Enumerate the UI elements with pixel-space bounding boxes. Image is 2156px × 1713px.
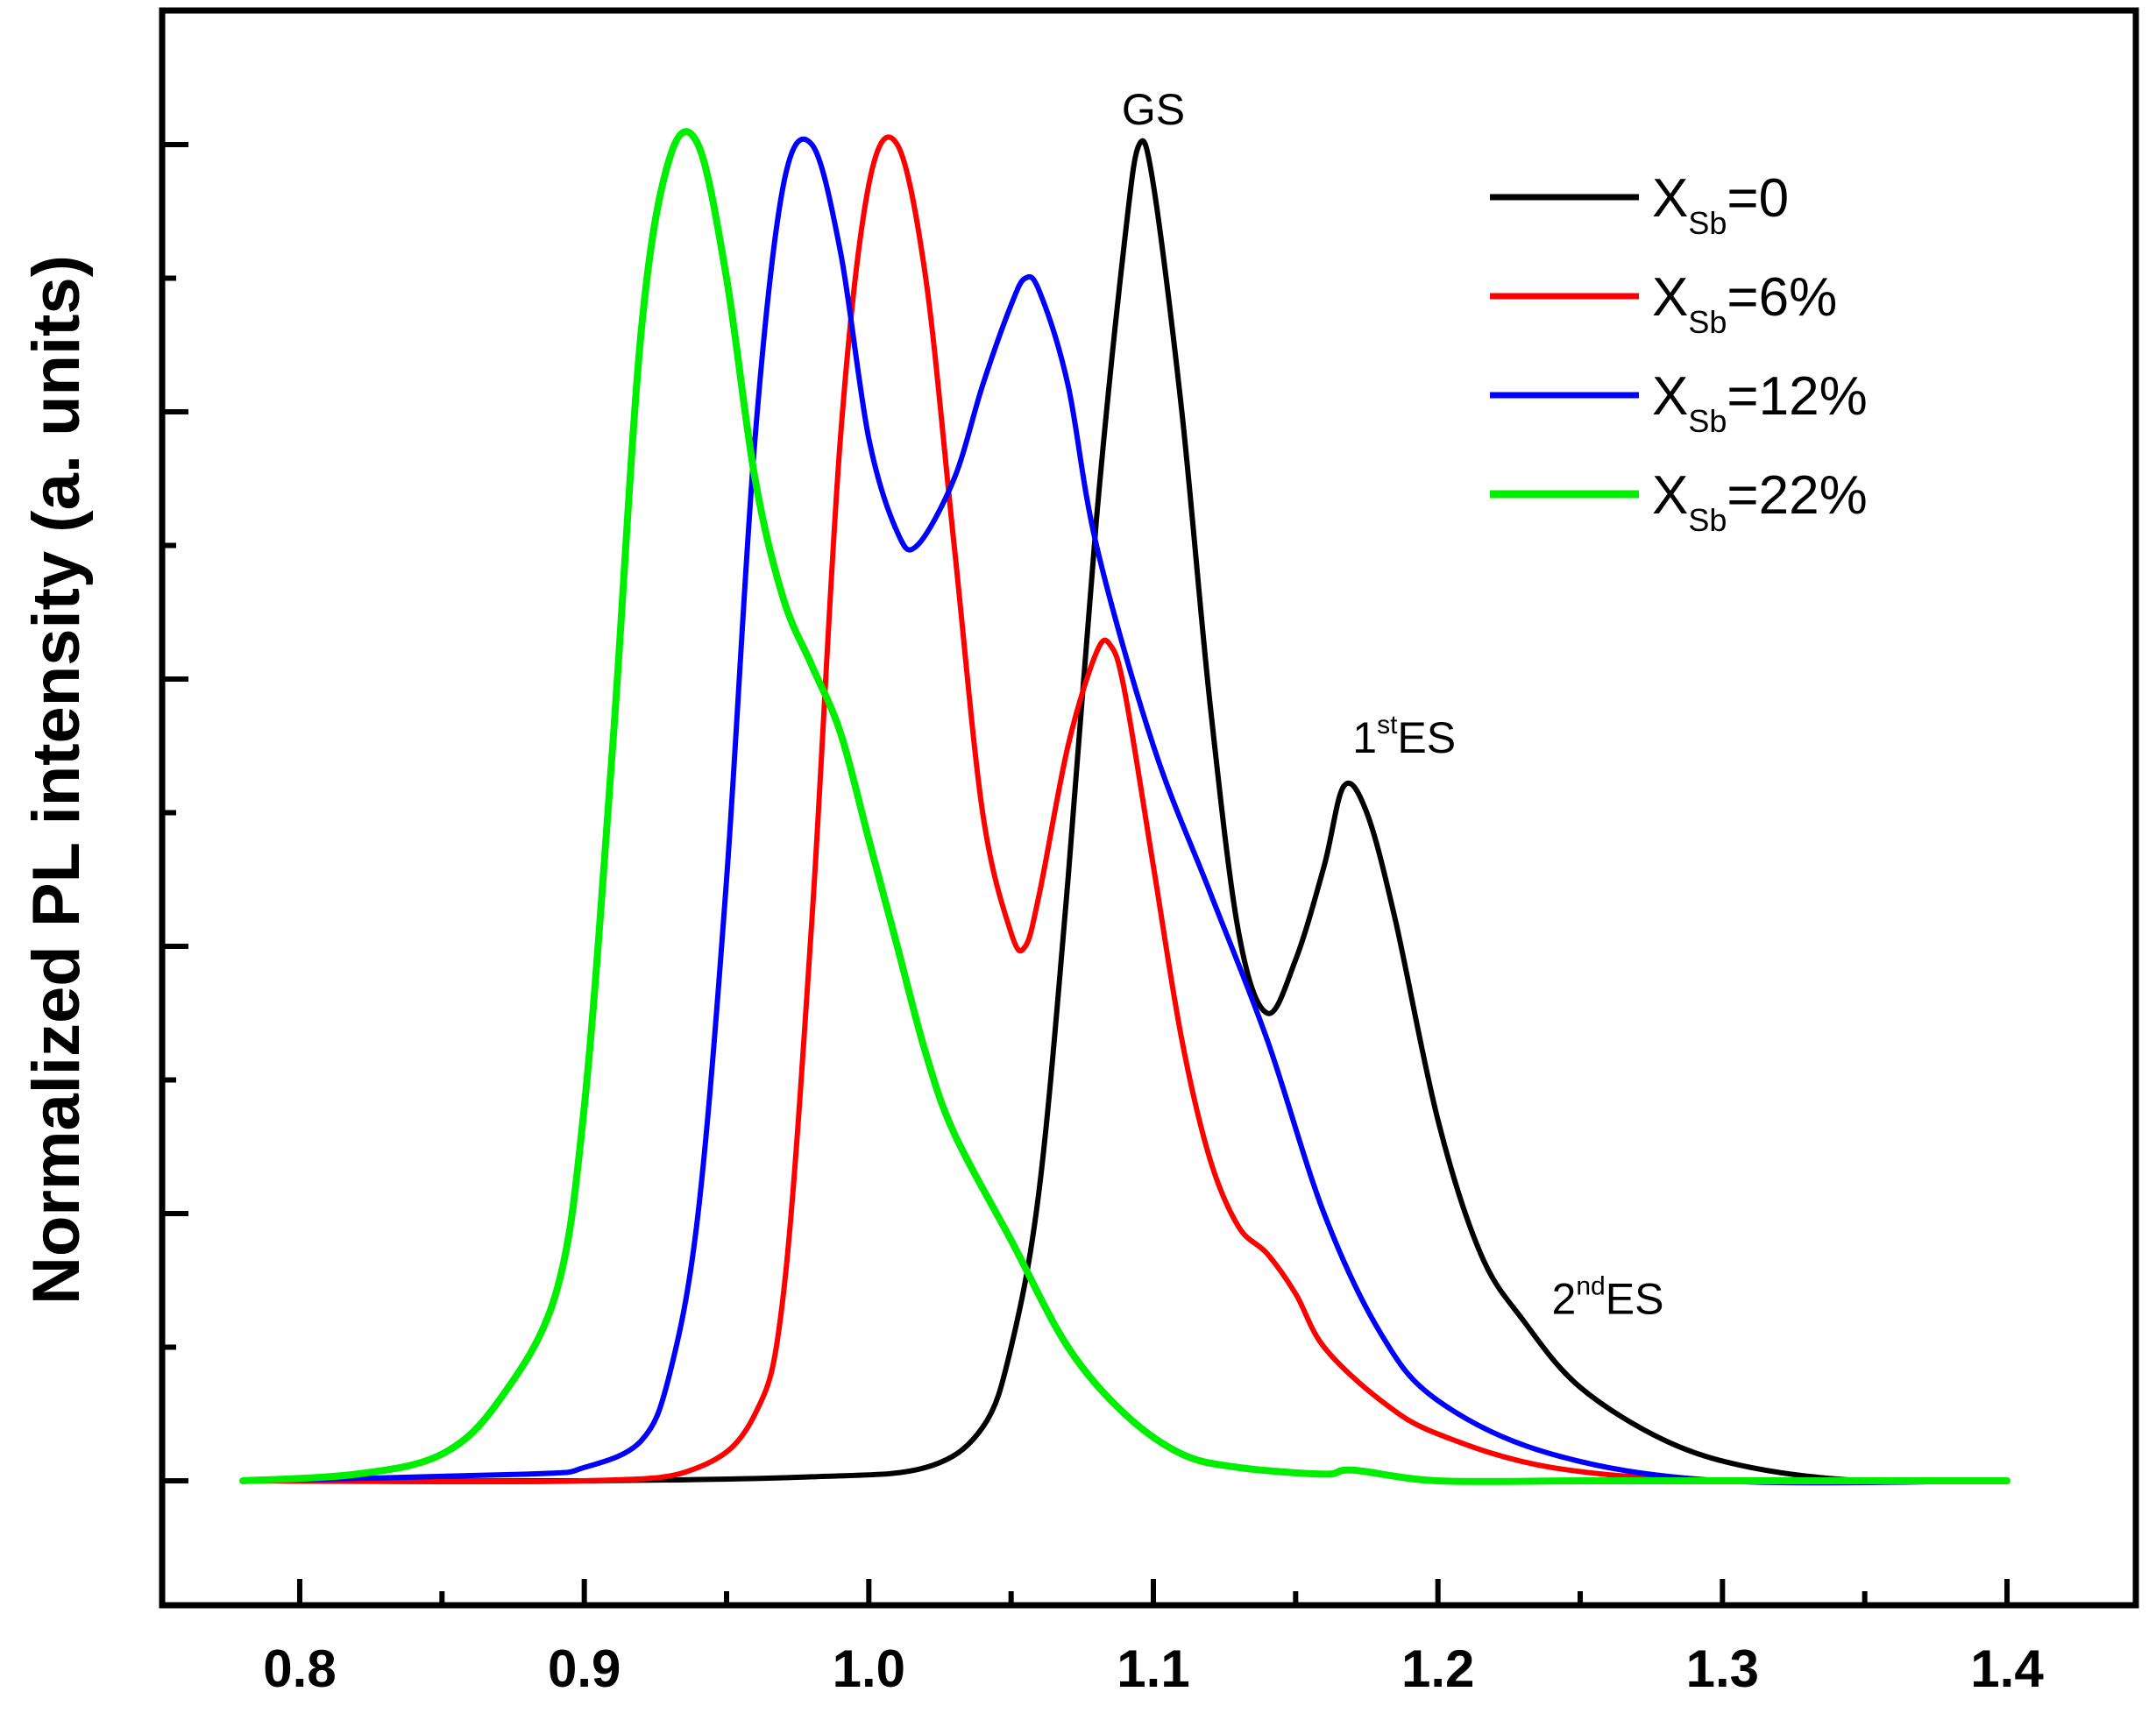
annotation-gs: GS <box>1122 85 1185 134</box>
plot-frame <box>159 7 2139 1609</box>
legend-label-1: XSb=6% <box>1652 267 1837 340</box>
x-tick-label: 1.0 <box>833 1639 905 1698</box>
series-line-1 <box>240 134 2010 1485</box>
x-tick-label: 1.4 <box>1970 1639 2044 1698</box>
legend-label-3: XSb=22% <box>1652 465 1868 538</box>
x-tick-label: 1.1 <box>1117 1639 1189 1698</box>
series-line-3 <box>239 128 2011 1485</box>
annotation-first-es: 1stES <box>1352 711 1456 762</box>
x-axis-ticks: 0.8 0.9 1.0 1.1 1.2 1.3 1.4 <box>263 1579 2044 1698</box>
series-line-2 <box>240 136 2010 1486</box>
peak-annotations: GS 1stES 2ndES <box>1122 85 1664 1323</box>
legend-label-2: XSb=12% <box>1652 366 1868 439</box>
series-line-0 <box>240 138 2010 1485</box>
y-axis-title: Normalized PL intensity (a. units) <box>19 255 94 1305</box>
annotation-second-es: 2ndES <box>1552 1271 1664 1323</box>
y-axis-ticks <box>162 142 188 1483</box>
x-tick-label: 1.2 <box>1401 1639 1474 1698</box>
x-tick-label: 1.3 <box>1686 1639 1759 1698</box>
x-tick-label: 0.9 <box>548 1639 621 1698</box>
legend-label-0: XSb=0 <box>1652 168 1789 241</box>
x-tick-label: 0.8 <box>263 1639 336 1698</box>
legend: XSb=0 XSb=6% XSb=12% XSb=22% <box>1490 168 1868 538</box>
series-lines <box>239 128 2011 1486</box>
